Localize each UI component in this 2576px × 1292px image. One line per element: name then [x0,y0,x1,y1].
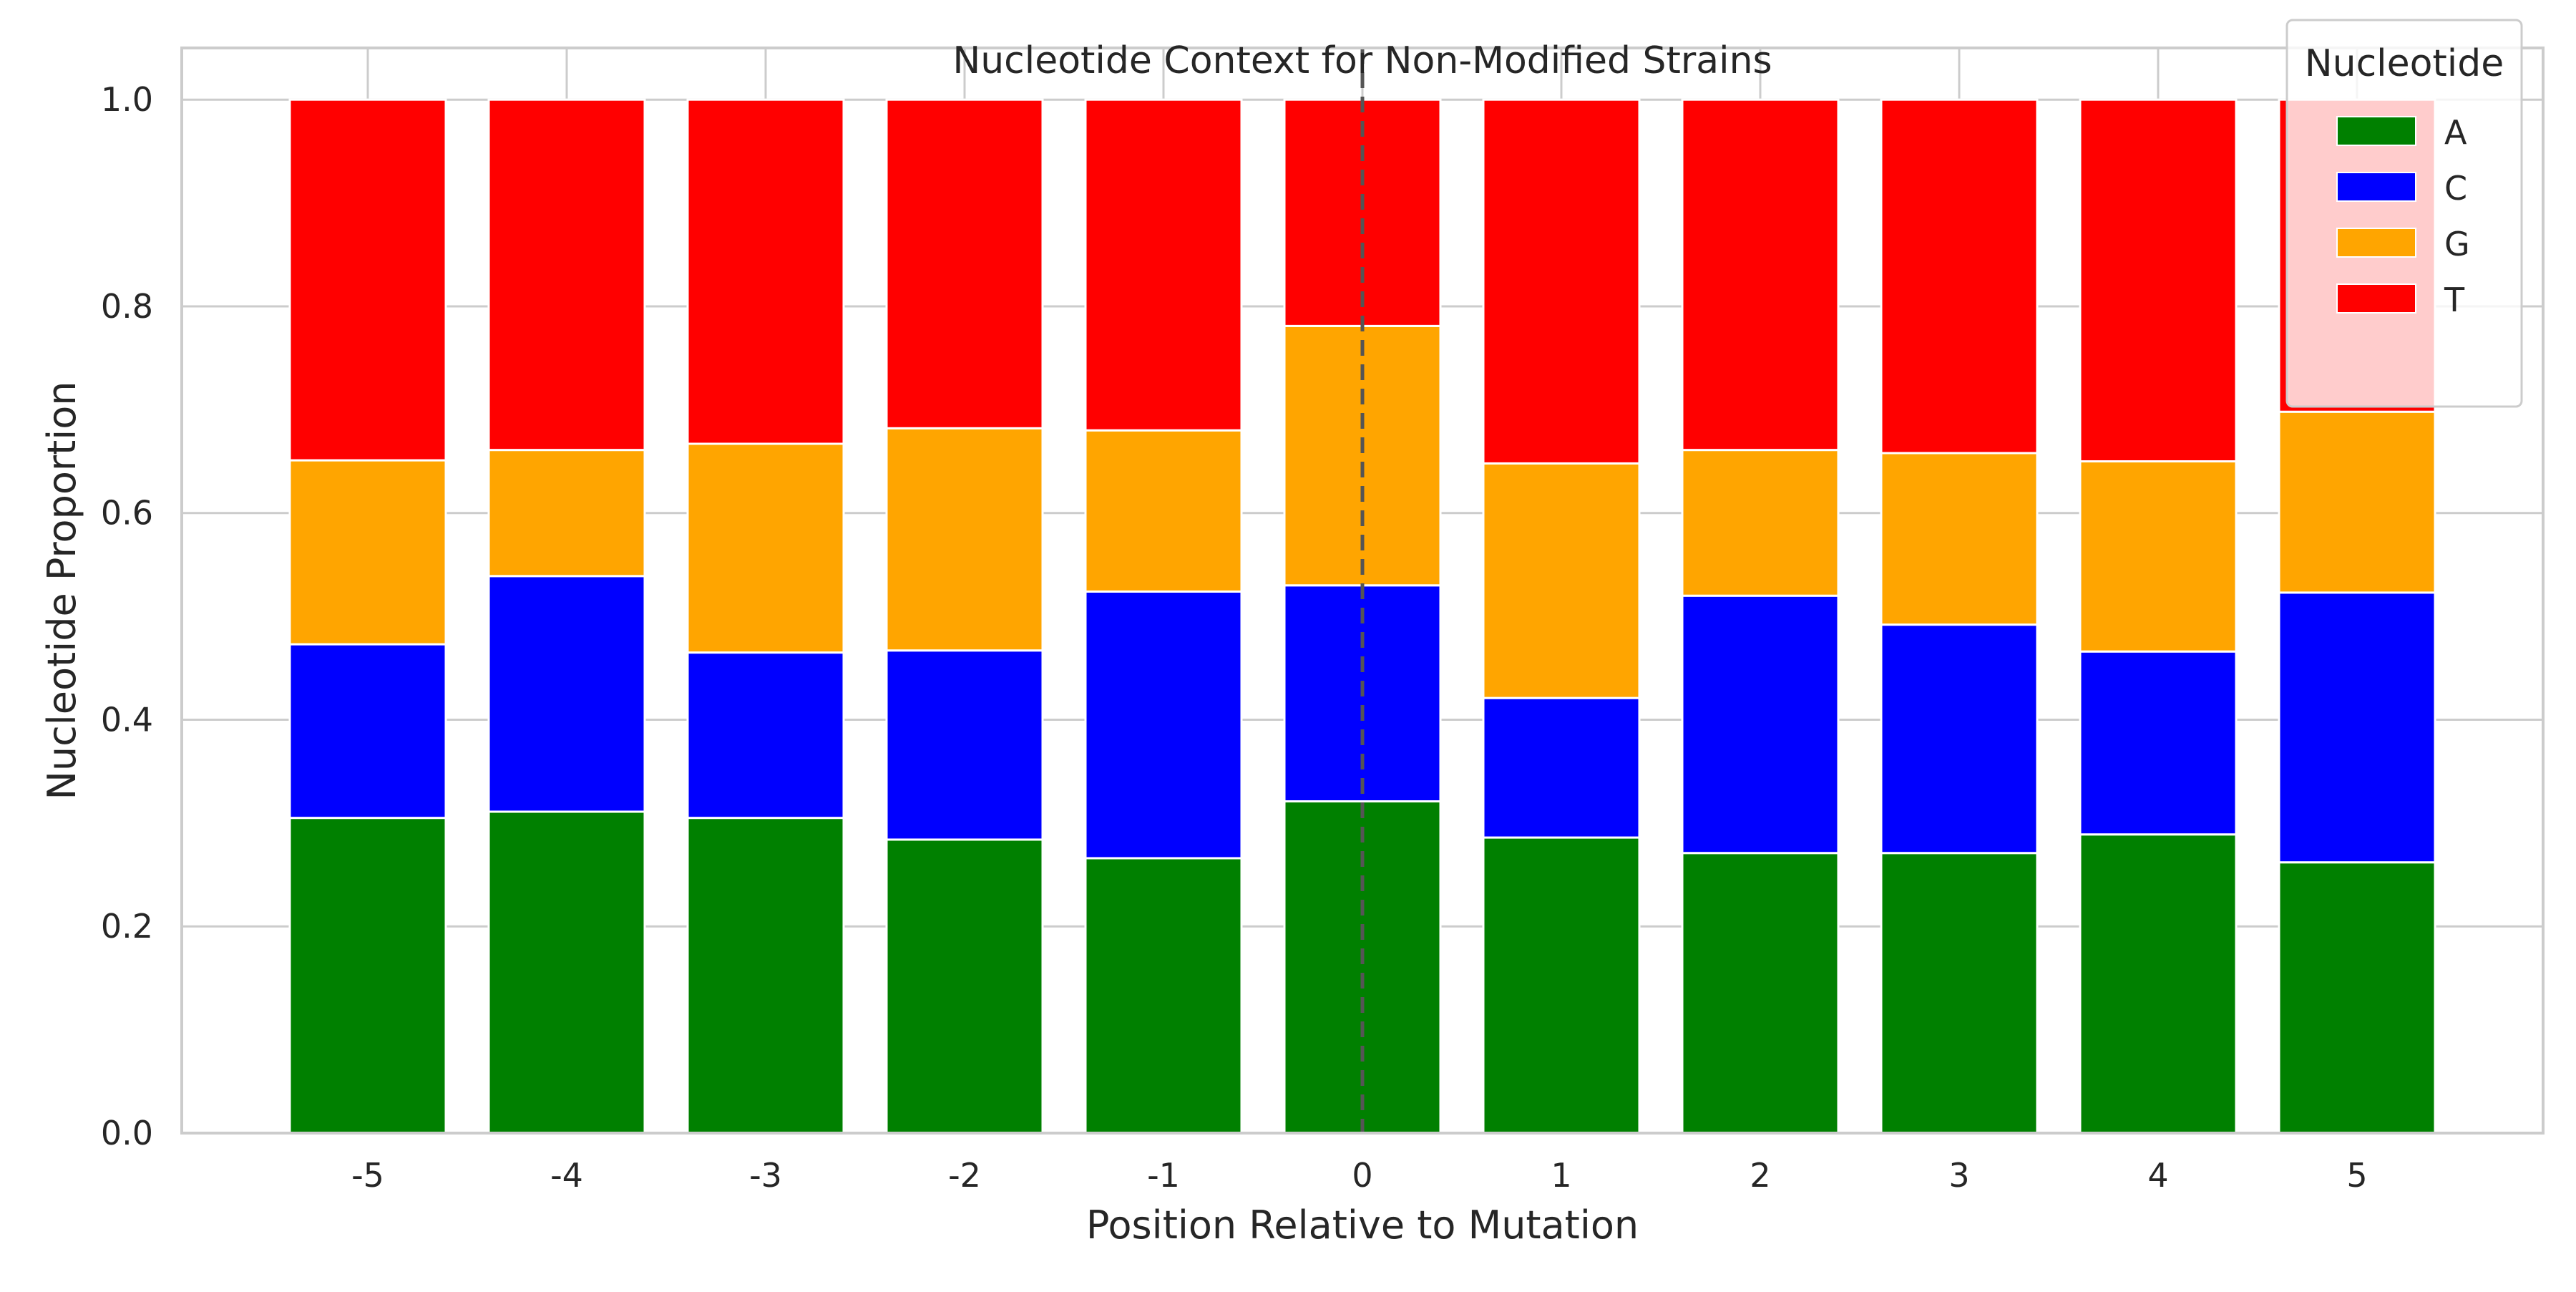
bars [288,98,2436,1135]
bar-segment-T--4 [487,98,646,452]
bar-segment-C-1 [1482,696,1641,839]
bar-segment-C--4 [487,575,646,813]
x-tick-label: 0 [1352,1156,1372,1195]
bar-segment-A-4 [2079,833,2238,1135]
x-axis-label: Position Relative to Mutation [1086,1203,1639,1248]
bar-segment-T-0 [1283,98,1442,327]
bar-segment-G-3 [1880,452,2039,626]
x-tick-label: -3 [749,1156,782,1195]
x-tick-label: -2 [948,1156,981,1195]
bar-segment-G-1 [1482,462,1641,699]
y-tick-label: 0.8 [101,287,153,326]
bar-segment-C-2 [1681,594,1840,855]
legend-swatch-G [2336,228,2416,258]
y-tick-label: 1.0 [101,80,153,119]
bar-segment-T-2 [1681,98,1840,452]
chart-title: Nucleotide Context for Non-Modified Stra… [952,39,1772,82]
bar-segment-C-5 [2278,591,2436,864]
bar-segment-C--5 [288,643,447,820]
legend-swatch-A [2336,116,2416,146]
bar-segment-T-1 [1482,98,1641,465]
bar-segment-A-5 [2278,861,2436,1135]
bar-segment-A-2 [1681,852,1840,1135]
bar-segment-T-3 [1880,98,2039,455]
legend-label-G: G [2444,225,2470,263]
bar-segment-C-4 [2079,650,2238,836]
bar-segment-T-4 [2079,98,2238,463]
plot-frame [180,47,2545,1135]
bar-segment-A-1 [1482,836,1641,1135]
bar-segment-A--1 [1084,857,1243,1135]
legend-title: Nucleotide [2305,42,2504,85]
legend-label-T: T [2444,281,2465,319]
bar-segment-T--1 [1084,98,1243,432]
bar-segment-C-3 [1880,623,2039,855]
bar-segment-A--3 [686,817,845,1135]
x-tick-label: 3 [1948,1156,1969,1195]
x-tick-label: 1 [1551,1156,1571,1195]
legend-swatch-T [2336,283,2416,314]
bar-segment-A--2 [885,838,1044,1135]
bar-segment-T--3 [686,98,845,445]
bar-segment-G--1 [1084,429,1243,593]
y-tick-label: 0.0 [101,1114,153,1152]
x-tick-label: -5 [351,1156,384,1195]
bar-segment-G--3 [686,442,845,654]
bar-segment-C--2 [885,649,1044,841]
bar-segment-A--4 [487,810,646,1135]
bar-segment-G--2 [885,427,1044,652]
bar-segment-C--1 [1084,590,1243,860]
legend-label-A: A [2444,113,2467,152]
y-tick-label: 0.4 [101,700,153,739]
bar-segment-G--5 [288,459,447,646]
x-tick-label: -4 [550,1156,583,1195]
x-tick-label: 2 [1750,1156,1770,1195]
bar-segment-A--5 [288,817,447,1135]
x-tick-label: 5 [2346,1156,2367,1195]
legend-label-C: C [2444,169,2467,208]
bar-segment-A-3 [1880,852,2039,1135]
y-tick-label: 0.2 [101,907,153,946]
bar-segment-G-5 [2278,410,2436,594]
x-tick-label: 4 [2147,1156,2168,1195]
bar-segment-G--4 [487,449,646,578]
y-axis-label: Nucleotide Proportion [39,381,84,800]
bar-segment-G-2 [1681,449,1840,597]
bar-segment-C--3 [686,651,845,820]
x-tick-label: -1 [1147,1156,1180,1195]
y-tick-labels: 0.0 0.2 0.4 0.6 0.8 1.0 [101,80,153,1152]
legend-swatch-C [2336,172,2416,202]
bar-segment-T--2 [885,98,1044,429]
bar-segment-T--5 [288,98,447,462]
y-tick-label: 0.6 [101,494,153,533]
bar-segment-G-4 [2079,460,2238,653]
x-tick-labels: -5 -4 -3 -2 -1 0 1 2 3 4 5 [351,1156,2368,1195]
